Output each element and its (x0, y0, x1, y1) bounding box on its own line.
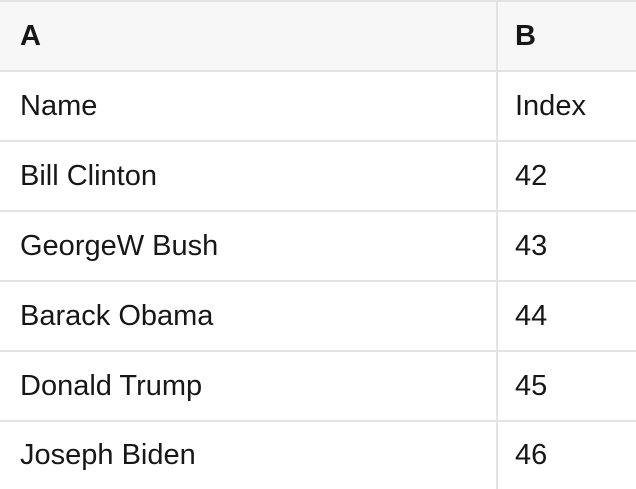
cell-text: Donald Trump (20, 369, 203, 402)
column-header-b-label: B (515, 19, 536, 52)
cell-a2[interactable]: Bill Clinton (0, 142, 498, 210)
table-row: GeorgeW Bush 43 (0, 212, 636, 282)
column-header-a-label: A (20, 19, 41, 52)
cell-text: Barack Obama (20, 299, 214, 332)
cell-text: GeorgeW Bush (20, 229, 219, 262)
cell-text: Name (20, 89, 98, 122)
cell-text: Joseph Biden (20, 439, 196, 471)
cell-text: 46 (515, 439, 548, 471)
table-row: Donald Trump 45 (0, 352, 636, 422)
cell-text: 45 (515, 369, 548, 402)
cell-b5[interactable]: 45 (498, 352, 636, 420)
cell-text: Bill Clinton (20, 159, 157, 192)
cell-a6[interactable]: Joseph Biden (0, 422, 498, 489)
column-header-b[interactable]: B (498, 2, 636, 70)
cell-b2[interactable]: 42 (498, 142, 636, 210)
cell-b3[interactable]: 43 (498, 212, 636, 280)
cell-b1[interactable]: Index (498, 72, 636, 140)
cell-b6[interactable]: 46 (498, 422, 636, 489)
cell-a5[interactable]: Donald Trump (0, 352, 498, 420)
cell-text: 44 (515, 299, 548, 332)
cell-b4[interactable]: 44 (498, 282, 636, 350)
column-header-a[interactable]: A (0, 2, 498, 70)
cell-a3[interactable]: GeorgeW Bush (0, 212, 498, 280)
table-row: Joseph Biden 46 (0, 422, 636, 489)
cell-text: Index (515, 89, 586, 122)
cell-text: 42 (515, 159, 548, 192)
column-header-row: A B (0, 2, 636, 72)
table-row: Name Index (0, 72, 636, 142)
table-row: Bill Clinton 42 (0, 142, 636, 212)
cell-text: 43 (515, 229, 548, 262)
cell-a4[interactable]: Barack Obama (0, 282, 498, 350)
cell-a1[interactable]: Name (0, 72, 498, 140)
table-row: Barack Obama 44 (0, 282, 636, 352)
